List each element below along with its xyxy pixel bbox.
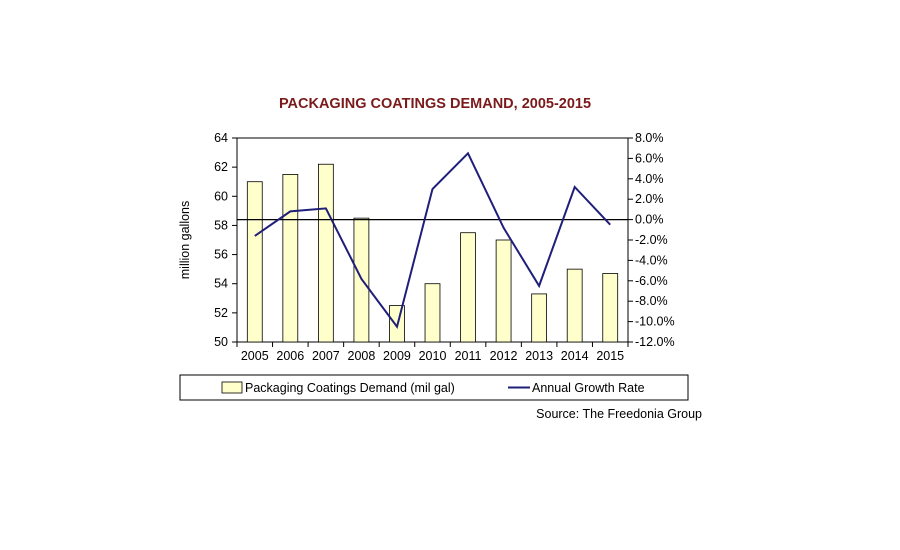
y2-tick-label-10: -12.0% — [635, 335, 675, 349]
x-tick-label-2008: 2008 — [348, 349, 376, 363]
bar-2007 — [317, 163, 334, 343]
x-tick-label-2010: 2010 — [419, 349, 447, 363]
legend: Packaging Coatings Demand (mil gal) Annua… — [179, 374, 689, 401]
y-tick-label-60: 60 — [214, 189, 228, 203]
bar-2012 — [495, 239, 512, 343]
x-tick-label-2009: 2009 — [383, 349, 411, 363]
y2-tick-label-2: 4.0% — [635, 172, 664, 186]
y2-tick-label-9: -10.0% — [635, 315, 675, 329]
bar-2014 — [566, 268, 583, 343]
y-axis-label: million gallons — [178, 201, 192, 280]
x-tick-label-2013: 2013 — [525, 349, 553, 363]
y-tick-label-50: 50 — [214, 335, 228, 349]
y2-tick-label-5: -2.0% — [635, 233, 668, 247]
x-tick-label-2005: 2005 — [241, 349, 269, 363]
y-tick-label-64: 64 — [214, 131, 228, 145]
y2-tick-label-0: 8.0% — [635, 131, 664, 145]
bar-2010 — [424, 283, 441, 343]
x-tick-label-2007: 2007 — [312, 349, 340, 363]
x-tick-label-2012: 2012 — [490, 349, 518, 363]
x-tick-label-2015: 2015 — [596, 349, 624, 363]
y2-tick-label-7: -6.0% — [635, 274, 668, 288]
y-tick-label-62: 62 — [214, 160, 228, 174]
source-note: Source: The Freedonia Group — [536, 407, 702, 421]
bar-2005 — [246, 181, 263, 343]
bar-2006 — [282, 174, 299, 343]
legend-label-line: Annual Growth Rate — [532, 381, 645, 395]
x-tick-label-2011: 2011 — [455, 349, 482, 363]
y-tick-label-52: 52 — [214, 306, 228, 320]
y2-tick-label-6: -4.0% — [635, 253, 668, 267]
legend-swatch-bar — [221, 381, 243, 394]
bar-2015 — [602, 273, 619, 343]
legend-label-bar: Packaging Coatings Demand (mil gal) — [245, 381, 455, 395]
y-tick-label-58: 58 — [214, 218, 228, 232]
chart-title: PACKAGING COATINGS DEMAND, 2005-2015 — [279, 96, 591, 112]
y2-tick-label-3: 2.0% — [635, 192, 664, 206]
x-tick-label-2006: 2006 — [276, 349, 304, 363]
y2-tick-label-4: 0.0% — [635, 213, 664, 227]
bar-2011 — [460, 232, 476, 343]
x-tick-label-2014: 2014 — [561, 349, 589, 363]
bar-2013 — [531, 293, 548, 343]
y-tick-label-54: 54 — [214, 277, 228, 291]
y2-tick-label-1: 6.0% — [635, 151, 664, 165]
y-tick-label-56: 56 — [214, 248, 228, 262]
legend-box — [179, 374, 689, 401]
plot-area: 50 52 54 56 58 60 62 64 8.0% 6.0% 4.0% 2.0% 0.0% -2.0… — [214, 131, 675, 363]
y2-tick-label-8: -8.0% — [635, 294, 668, 308]
